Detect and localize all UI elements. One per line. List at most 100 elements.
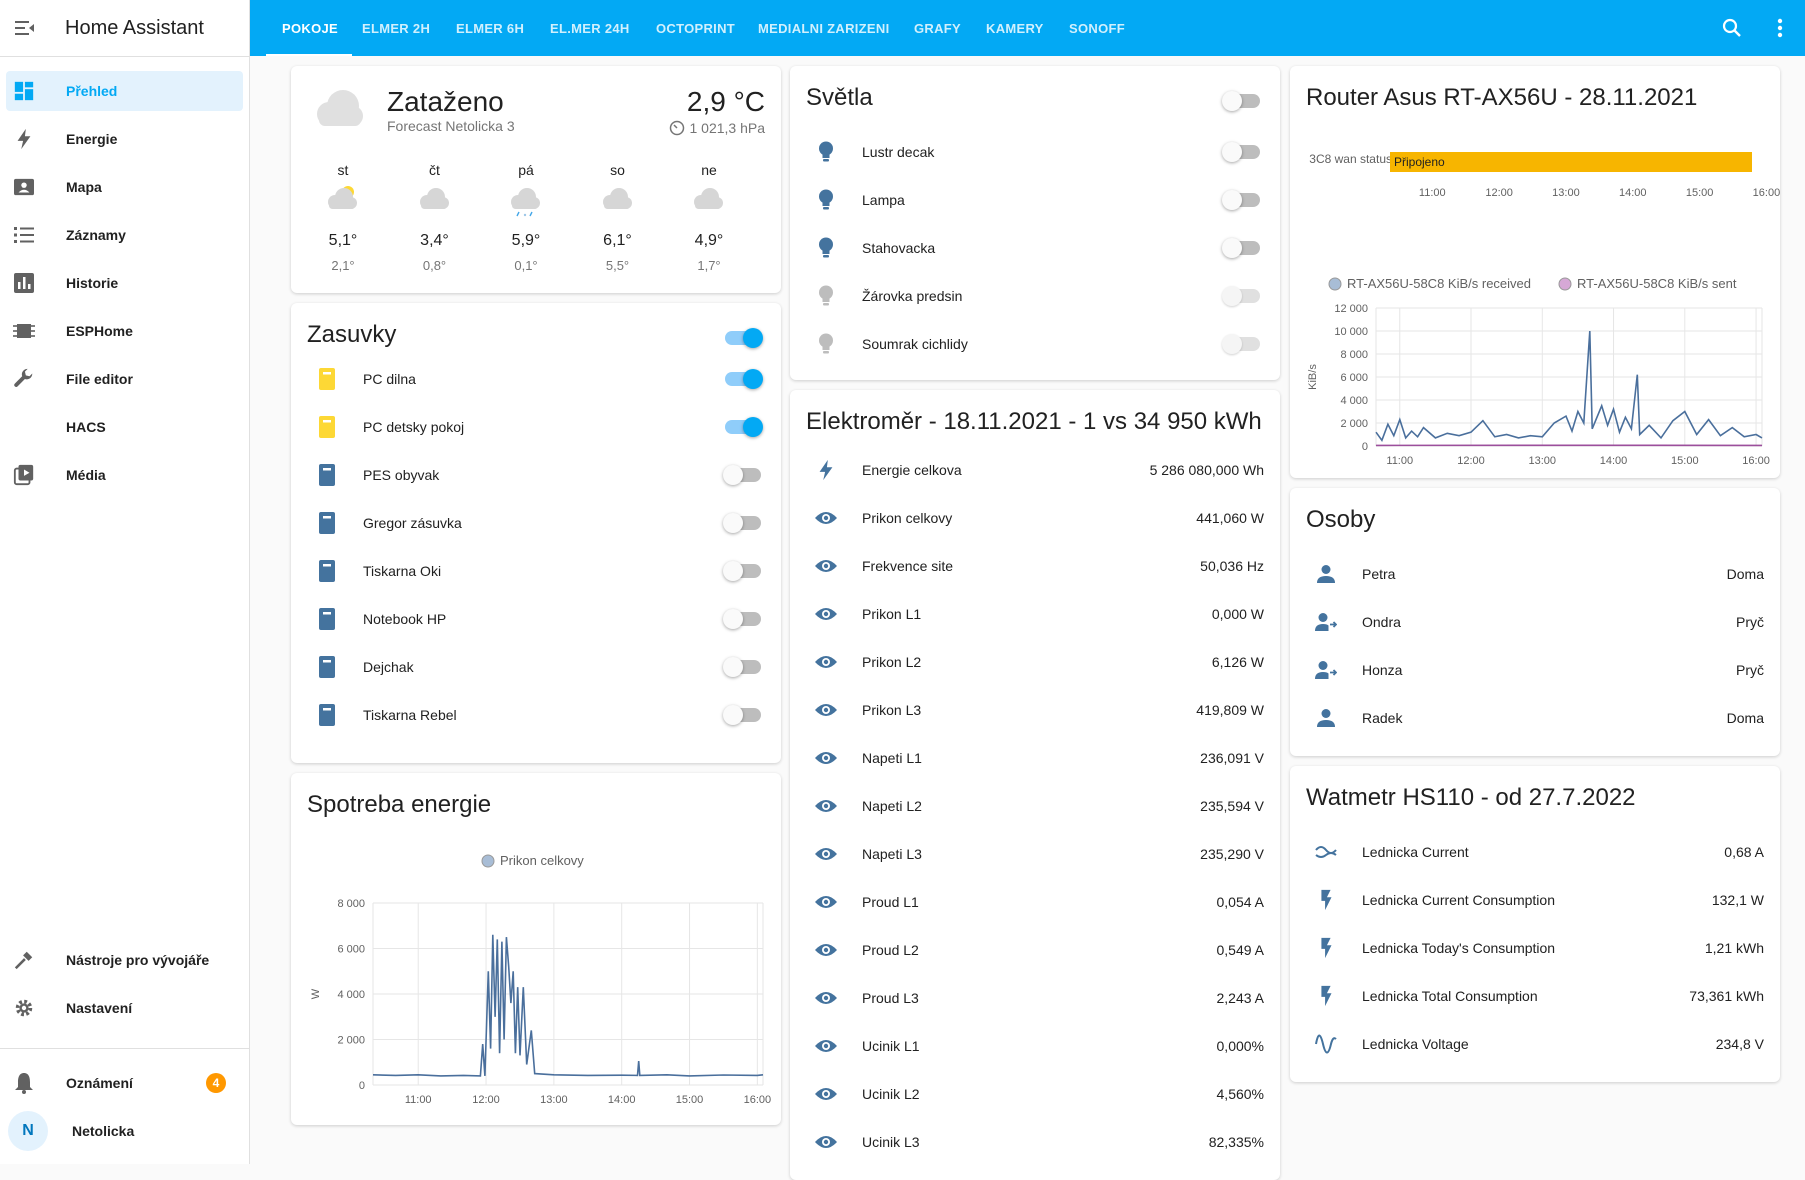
flash-icon[interactable] [1306, 880, 1346, 920]
sidebar-item-m-dia[interactable]: Média [6, 455, 243, 495]
outlet-icon[interactable] [307, 407, 347, 447]
entity-name[interactable]: Energie celkova [862, 462, 1150, 478]
entity-name[interactable]: Prikon L3 [862, 702, 1196, 718]
eye-icon[interactable] [806, 498, 846, 538]
outlet-row[interactable]: Dejchak [307, 647, 765, 687]
tab-elmer-6h[interactable]: ELMER 6H [456, 0, 524, 56]
entity-name[interactable]: PES obyvak [363, 467, 725, 483]
tab-elmer-2h[interactable]: ELMER 2H [362, 0, 430, 56]
entity-name[interactable]: Ucinik L3 [862, 1134, 1209, 1150]
entity-toggle[interactable] [1224, 193, 1260, 207]
bulb-icon[interactable] [806, 228, 846, 268]
entity-name[interactable]: Ondra [1362, 614, 1736, 630]
eye-icon[interactable] [806, 546, 846, 586]
entity-name[interactable]: Napeti L3 [862, 846, 1200, 862]
tab-kamery[interactable]: KAMERY [986, 0, 1044, 56]
bulb-icon[interactable] [806, 180, 846, 220]
entity-name[interactable]: Lampa [862, 192, 1224, 208]
outlet-icon[interactable] [307, 695, 347, 735]
entity-name[interactable]: PC dilna [363, 371, 725, 387]
flash-icon[interactable] [1306, 928, 1346, 968]
person-icon[interactable] [1306, 554, 1346, 594]
lightning-icon[interactable] [806, 450, 846, 490]
outlet-row[interactable]: Gregor zásuvka [307, 503, 765, 543]
entity-toggle[interactable] [725, 468, 761, 482]
entity-toggle[interactable] [1224, 241, 1260, 255]
outlet-icon[interactable] [307, 359, 347, 399]
sidebar-item-settings[interactable]: Nastavení [6, 988, 244, 1028]
bulb-icon[interactable] [806, 324, 846, 364]
person-away-icon[interactable] [1306, 650, 1346, 690]
sidebar-item-dev-tools[interactable]: Nástroje pro vývojáře [6, 940, 244, 980]
entity-toggle[interactable] [725, 708, 761, 722]
entity-name[interactable]: Lednicka Current Consumption [1362, 892, 1712, 908]
eye-icon[interactable] [806, 1026, 846, 1066]
light-row[interactable]: Lustr decak [806, 132, 1264, 172]
entity-toggle[interactable] [725, 660, 761, 674]
sidebar-item-p-ehled[interactable]: Přehled [6, 71, 243, 111]
current-ac-icon[interactable] [1306, 832, 1346, 872]
outlet-icon[interactable] [307, 599, 347, 639]
tab-pokoje[interactable]: POKOJE [282, 0, 338, 56]
entity-name[interactable]: Tiskarna Rebel [363, 707, 725, 723]
sidebar-item-user[interactable]: N Netolicka [6, 1111, 244, 1151]
outlet-row[interactable]: Notebook HP [307, 599, 765, 639]
entity-name[interactable]: Radek [1362, 710, 1727, 726]
outlet-icon[interactable] [307, 455, 347, 495]
entity-name[interactable]: Ucinik L2 [862, 1086, 1217, 1102]
sidebar-item-esphome[interactable]: ESPHome [6, 311, 243, 351]
entity-name[interactable]: Lednicka Total Consumption [1362, 988, 1689, 1004]
entity-toggle[interactable] [725, 564, 761, 578]
person-away-icon[interactable] [1306, 602, 1346, 642]
entity-name[interactable]: Notebook HP [363, 611, 725, 627]
zasuvky-header-toggle[interactable] [725, 331, 761, 345]
outlet-icon[interactable] [307, 647, 347, 687]
eye-icon[interactable] [806, 738, 846, 778]
entity-name[interactable]: Honza [1362, 662, 1736, 678]
sidebar-item-file-editor[interactable]: File editor [6, 359, 243, 399]
entity-toggle[interactable] [1224, 289, 1260, 303]
entity-toggle[interactable] [725, 420, 761, 434]
entity-name[interactable]: Napeti L1 [862, 750, 1200, 766]
sidebar-item-historie[interactable]: Historie [6, 263, 243, 303]
eye-icon[interactable] [806, 978, 846, 1018]
entity-name[interactable]: Proud L2 [862, 942, 1217, 958]
sidebar-item-notifications[interactable]: Oznámení 4 [6, 1063, 244, 1103]
eye-icon[interactable] [806, 594, 846, 634]
eye-icon[interactable] [806, 882, 846, 922]
entity-name[interactable]: Prikon celkovy [862, 510, 1196, 526]
eye-icon[interactable] [806, 834, 846, 874]
entity-toggle[interactable] [725, 612, 761, 626]
eye-icon[interactable] [806, 1074, 846, 1114]
weather-card[interactable]: Zataženo Forecast Netolicka 3 2,9 °C 1 0… [291, 66, 781, 293]
outlet-row[interactable]: PES obyvak [307, 455, 765, 495]
sidebar-item-z-znamy[interactable]: Záznamy [6, 215, 243, 255]
timeline-bar[interactable]: Připojeno [1390, 152, 1752, 172]
svetla-header-toggle[interactable] [1224, 94, 1260, 108]
entity-name[interactable]: Lednicka Today's Consumption [1362, 940, 1705, 956]
sidebar-item-energie[interactable]: Energie [6, 119, 243, 159]
entity-name[interactable]: Prikon L1 [862, 606, 1212, 622]
eye-icon[interactable] [806, 786, 846, 826]
entity-name[interactable]: Dejchak [363, 659, 725, 675]
entity-name[interactable]: Lednicka Voltage [1362, 1036, 1716, 1052]
tab-grafy[interactable]: GRAFY [914, 0, 961, 56]
